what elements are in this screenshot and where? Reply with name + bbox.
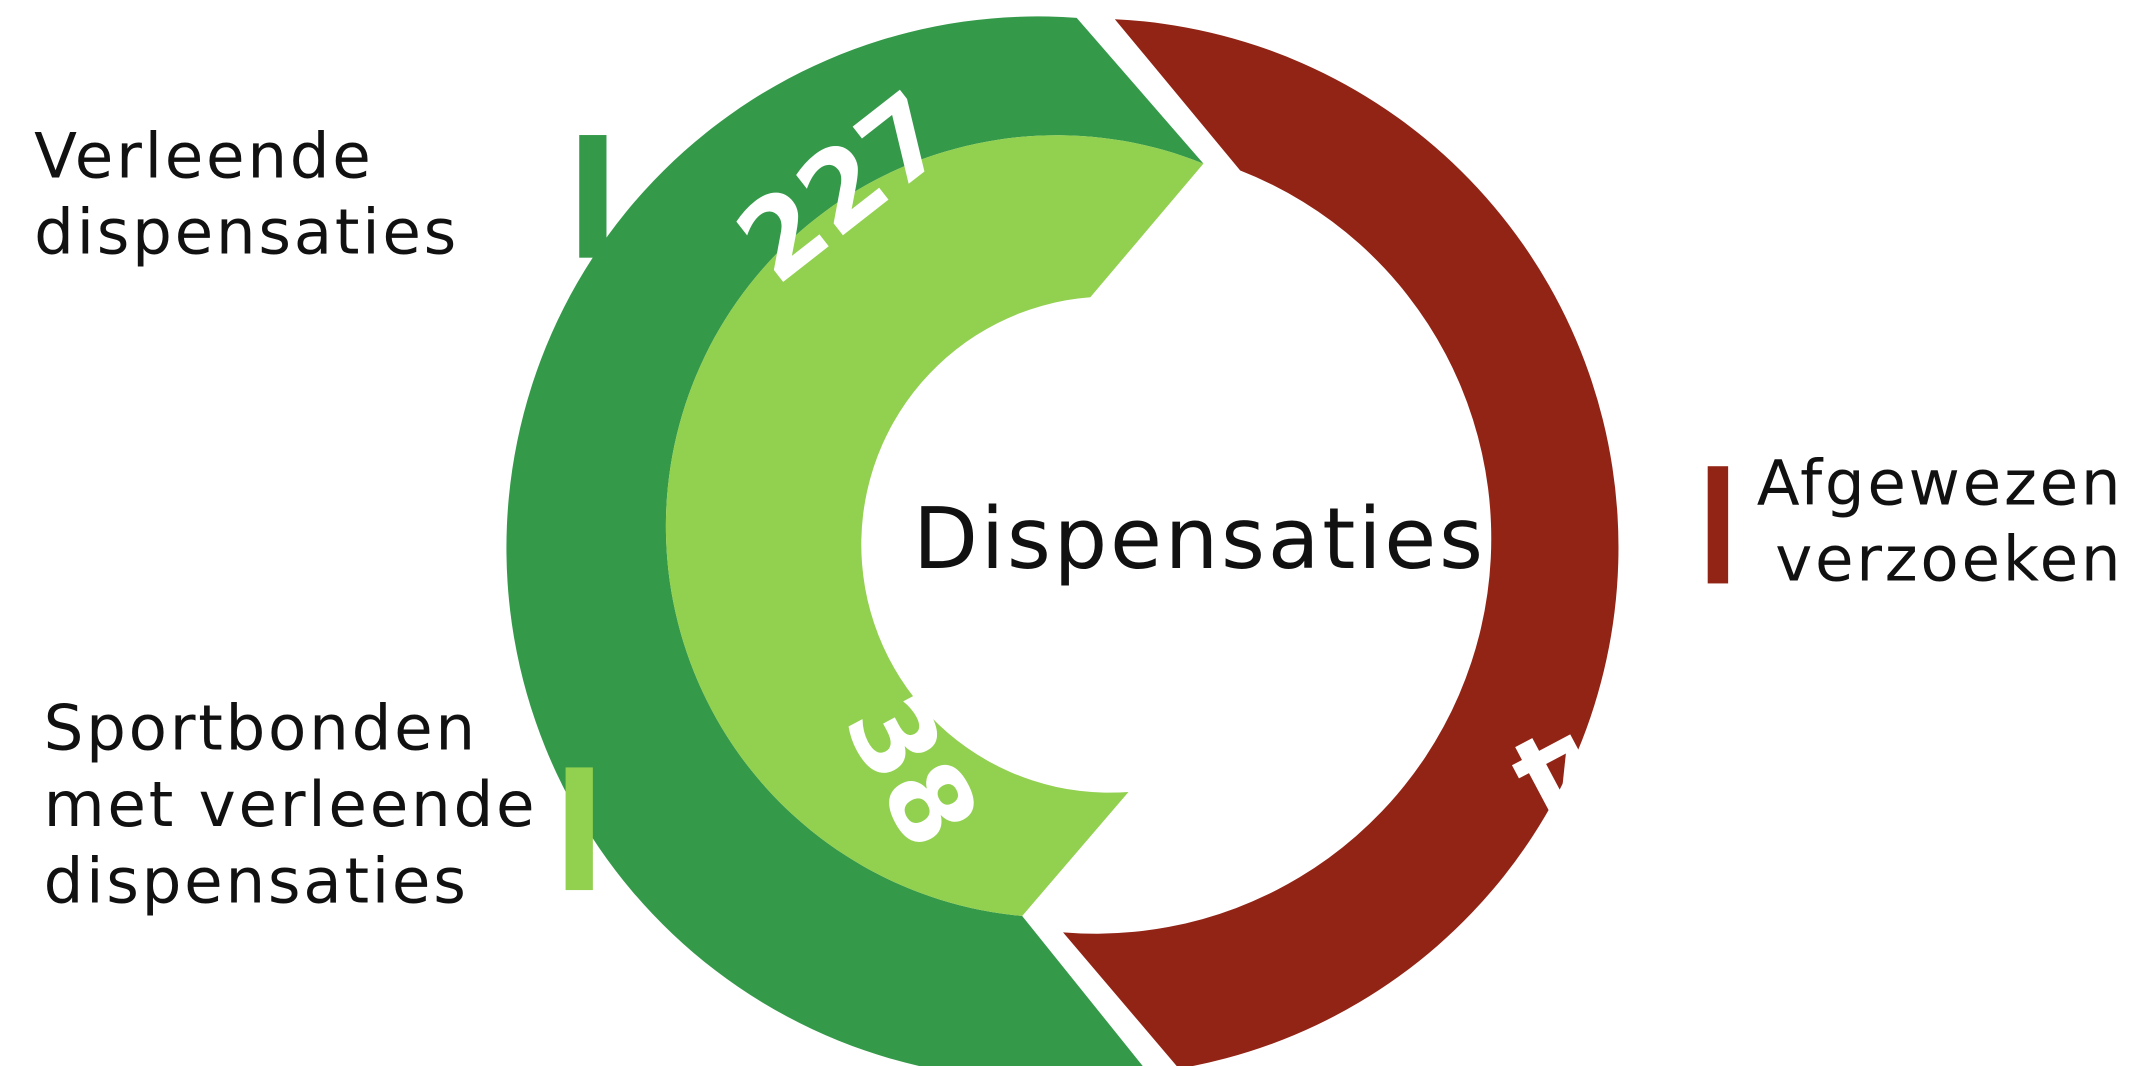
legend-label: verzoeken	[1775, 523, 2123, 596]
center-title: Dispensaties	[913, 490, 1486, 588]
legend-swatch	[1707, 466, 1729, 584]
legend-label: Afgewezen	[1757, 446, 2124, 519]
legend-label: Verleende	[34, 119, 374, 192]
legend-label: dispensaties	[34, 196, 459, 269]
ring-rejected	[1063, 19, 1619, 1066]
legend-swatch	[565, 767, 593, 891]
legend-label: Sportbonden	[44, 692, 478, 765]
legend-label: dispensaties	[44, 844, 469, 917]
ring-granted	[506, 16, 1204, 1066]
ring-federations	[665, 135, 1204, 916]
legend-label: met verleende	[44, 768, 538, 841]
legend-swatch	[579, 135, 607, 258]
